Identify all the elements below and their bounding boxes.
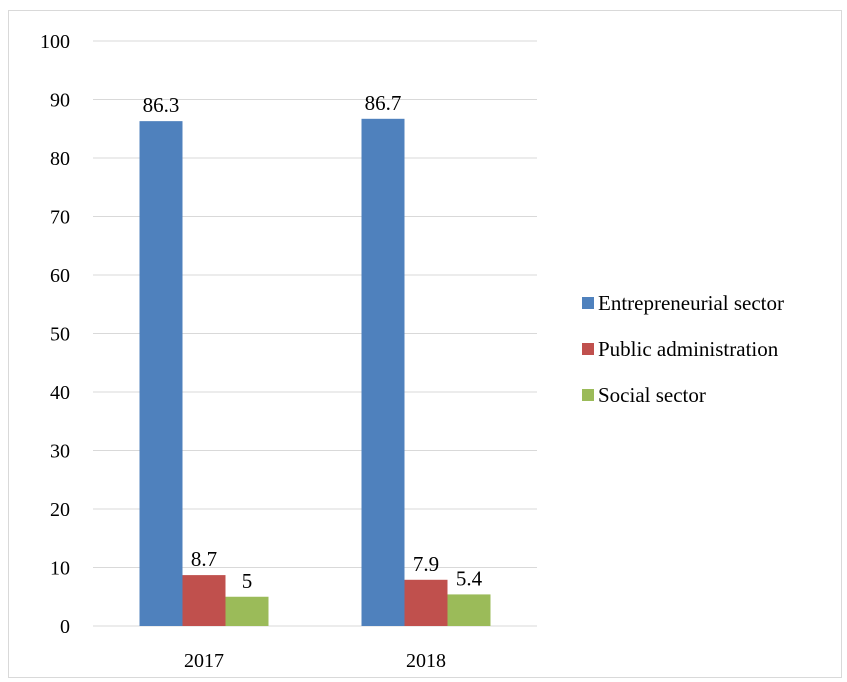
x-tick-label: 2017 xyxy=(184,650,224,672)
legend-swatch-entrepreneurial-sector xyxy=(582,297,594,309)
bar-social-sector-2018 xyxy=(447,594,491,626)
legend-label: Social sector xyxy=(598,383,706,407)
data-label: 86.7 xyxy=(365,91,402,115)
legend-label: Public administration xyxy=(598,337,779,361)
y-tick-label: 90 xyxy=(50,90,70,112)
chart-frame xyxy=(8,10,842,678)
y-tick-label: 80 xyxy=(50,148,70,170)
y-tick-label: 30 xyxy=(50,441,70,463)
legend-swatch-public-administration xyxy=(582,343,594,355)
y-tick-label: 70 xyxy=(50,207,70,229)
legend-label: Entrepreneurial sector xyxy=(598,291,784,315)
y-tick-label: 40 xyxy=(50,382,70,404)
legend-swatch-social-sector xyxy=(582,389,594,401)
y-tick-label: 50 xyxy=(50,324,70,346)
data-label: 86.3 xyxy=(143,93,180,117)
bar-entrepreneurial-sector-2018 xyxy=(361,118,405,627)
x-axis: 2017 2018 xyxy=(184,650,446,672)
y-tick-label: 60 xyxy=(50,265,70,287)
data-labels: 86.3 8.7 5 86.7 7.9 5.4 xyxy=(143,91,483,593)
data-label: 7.9 xyxy=(413,552,439,576)
y-tick-label: 10 xyxy=(50,558,70,580)
bar-social-sector-2017 xyxy=(225,596,269,626)
legend: Entrepreneurial sector Public administrat… xyxy=(582,291,784,407)
data-label: 5.4 xyxy=(456,566,483,590)
x-tick-label: 2018 xyxy=(406,650,446,672)
data-label: 8.7 xyxy=(191,547,217,571)
y-axis: 0 10 20 30 40 50 60 70 80 90 100 xyxy=(40,31,70,638)
y-tick-label: 20 xyxy=(50,499,70,521)
bars xyxy=(139,118,491,627)
y-tick-label: 100 xyxy=(40,31,70,53)
bar-public-administration-2017 xyxy=(182,575,226,626)
data-label: 5 xyxy=(242,569,253,593)
bar-public-administration-2018 xyxy=(404,579,448,626)
bar-entrepreneurial-sector-2017 xyxy=(139,121,183,627)
y-tick-label: 0 xyxy=(60,616,70,638)
